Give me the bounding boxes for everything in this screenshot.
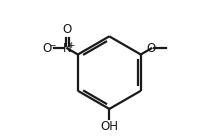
Text: O: O bbox=[146, 42, 156, 55]
Text: O: O bbox=[42, 42, 51, 55]
Text: O: O bbox=[63, 23, 72, 36]
Text: +: + bbox=[67, 41, 75, 50]
Text: −: − bbox=[48, 40, 55, 49]
Text: N: N bbox=[63, 42, 72, 55]
Text: OH: OH bbox=[100, 120, 118, 133]
